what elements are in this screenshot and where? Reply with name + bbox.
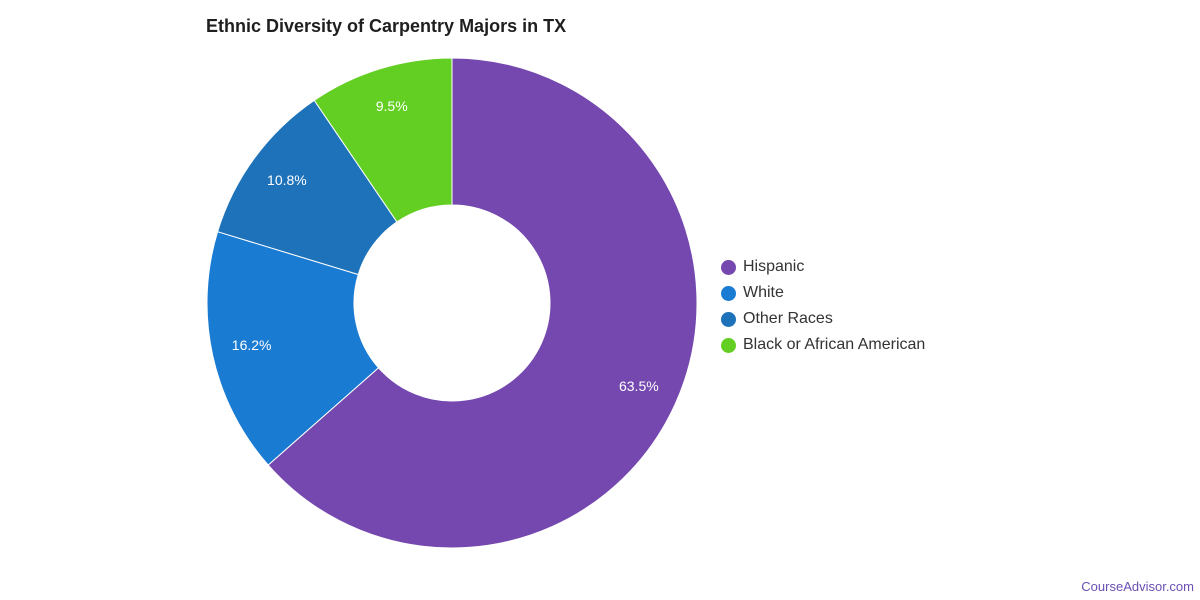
legend: Hispanic White Other Races Black or Afri… bbox=[721, 254, 925, 358]
legend-label: Other Races bbox=[743, 310, 833, 327]
slice-black-or-african-american[interactable] bbox=[313, 57, 453, 223]
slice-white[interactable] bbox=[206, 231, 380, 466]
watermark-link[interactable]: CourseAdvisor.com bbox=[1081, 579, 1194, 594]
chart-title: Ethnic Diversity of Carpentry Majors in … bbox=[206, 16, 567, 36]
legend-swatch bbox=[721, 311, 736, 327]
legend-label: Hispanic bbox=[743, 258, 805, 275]
legend-item-black-or-african-american[interactable]: Black or African American bbox=[721, 332, 925, 358]
legend-item-white[interactable]: White bbox=[721, 280, 925, 306]
legend-swatch bbox=[721, 285, 736, 301]
legend-label: White bbox=[743, 284, 784, 301]
legend-swatch bbox=[721, 259, 736, 275]
legend-swatch bbox=[721, 337, 736, 353]
slice-value-label: 63.5% bbox=[619, 378, 659, 394]
legend-item-hispanic[interactable]: Hispanic bbox=[721, 254, 925, 280]
legend-item-other-races[interactable]: Other Races bbox=[721, 306, 925, 332]
slice-value-label: 10.8% bbox=[267, 172, 307, 188]
slice-value-label: 9.5% bbox=[376, 98, 408, 114]
slice-hispanic[interactable] bbox=[267, 57, 698, 549]
slice-value-label: 16.2% bbox=[232, 337, 272, 353]
legend-label: Black or African American bbox=[743, 336, 926, 353]
